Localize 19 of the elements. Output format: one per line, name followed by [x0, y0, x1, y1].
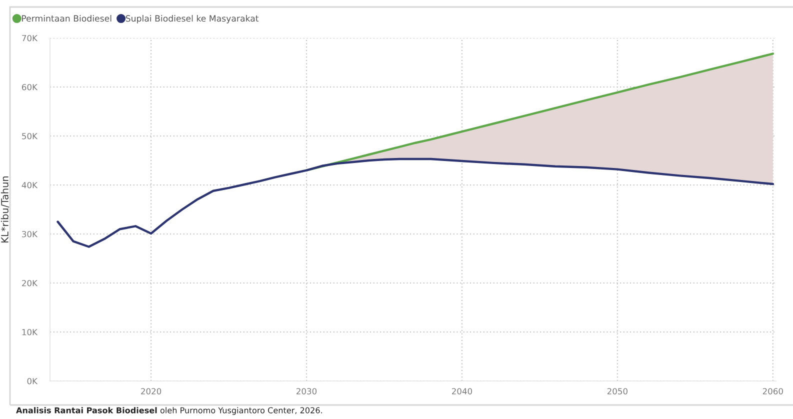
legend-label: Permintaan Biodiesel [22, 15, 112, 22]
y-axis-title: KL*ribu/Tahun [0, 176, 10, 242]
y-tick-label: 10K [22, 328, 38, 336]
y-tick-label: 60K [22, 84, 38, 90]
y-tick-label: 70K [22, 34, 38, 42]
text: oleh Purnomo Yusgiantoro Center, 2026. [160, 407, 322, 415]
y-tick-label: 20K [22, 280, 38, 286]
line-series [56, 158, 774, 248]
y-tick-label: 30K [22, 230, 38, 238]
legend-label: Suplai Biodiesel ke Masyarakat [126, 15, 259, 24]
x-tick-label: 2040 [452, 388, 472, 394]
y-tick-label: 40K [22, 182, 38, 188]
text: Analisis Rantai Pasok Biodiesel [16, 407, 157, 414]
y-tick-label: 0K [27, 378, 38, 384]
x-tick-label: 2060 [762, 388, 783, 394]
y-tick-label: 50K [22, 132, 38, 140]
x-tick-label: 2050 [607, 388, 628, 394]
x-tick-label: 2020 [141, 388, 162, 394]
x-tick-label: 2030 [296, 388, 317, 394]
